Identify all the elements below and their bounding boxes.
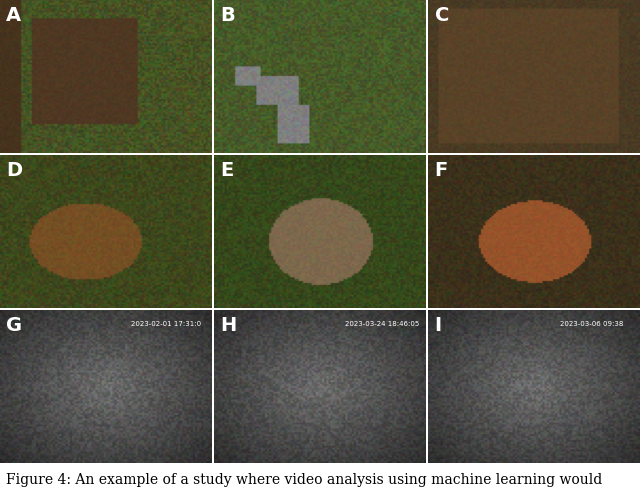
Text: A: A <box>6 6 22 25</box>
Text: B: B <box>221 6 236 25</box>
Text: 2023-03-06 09:38: 2023-03-06 09:38 <box>559 321 623 327</box>
Text: F: F <box>435 161 448 180</box>
Text: 2023-03-24 18:46:05: 2023-03-24 18:46:05 <box>346 321 420 327</box>
Text: 2023-02-01 17:31:0: 2023-02-01 17:31:0 <box>131 321 202 327</box>
Text: I: I <box>435 316 442 335</box>
Text: G: G <box>6 316 22 335</box>
Text: Figure 4: An example of a study where video analysis using machine learning woul: Figure 4: An example of a study where vi… <box>6 473 603 487</box>
Text: H: H <box>221 316 237 335</box>
Text: D: D <box>6 161 22 180</box>
Text: E: E <box>221 161 234 180</box>
Text: C: C <box>435 6 449 25</box>
